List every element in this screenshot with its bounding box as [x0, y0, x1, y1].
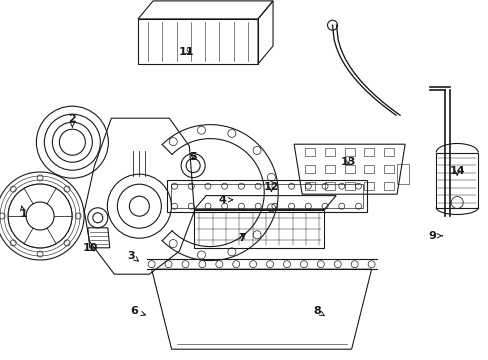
- Bar: [324, 182, 334, 190]
- Bar: [324, 165, 334, 173]
- Text: 14: 14: [448, 166, 464, 176]
- Text: 4: 4: [218, 195, 232, 205]
- Bar: [364, 182, 374, 190]
- Text: 10: 10: [82, 243, 98, 253]
- Text: 7: 7: [238, 233, 245, 243]
- Text: 6: 6: [130, 306, 145, 316]
- Bar: [396, 164, 408, 184]
- Text: 5: 5: [189, 152, 197, 162]
- Bar: [305, 148, 314, 156]
- Text: 12: 12: [263, 182, 279, 192]
- Text: 3: 3: [127, 251, 138, 261]
- Bar: [344, 148, 354, 156]
- Text: 9: 9: [428, 231, 441, 241]
- Bar: [384, 165, 393, 173]
- Text: 2: 2: [68, 114, 76, 127]
- Text: 1: 1: [20, 206, 27, 219]
- Bar: [384, 182, 393, 190]
- Bar: [364, 165, 374, 173]
- Bar: [305, 182, 314, 190]
- Bar: [344, 182, 354, 190]
- Bar: [170, 184, 362, 208]
- Text: 11: 11: [179, 47, 194, 57]
- Bar: [344, 165, 354, 173]
- Bar: [435, 153, 477, 207]
- Bar: [324, 148, 334, 156]
- Bar: [364, 148, 374, 156]
- Bar: [384, 148, 393, 156]
- Bar: [166, 180, 366, 212]
- Bar: [305, 165, 314, 173]
- Text: 8: 8: [312, 306, 324, 316]
- Text: 13: 13: [340, 157, 355, 167]
